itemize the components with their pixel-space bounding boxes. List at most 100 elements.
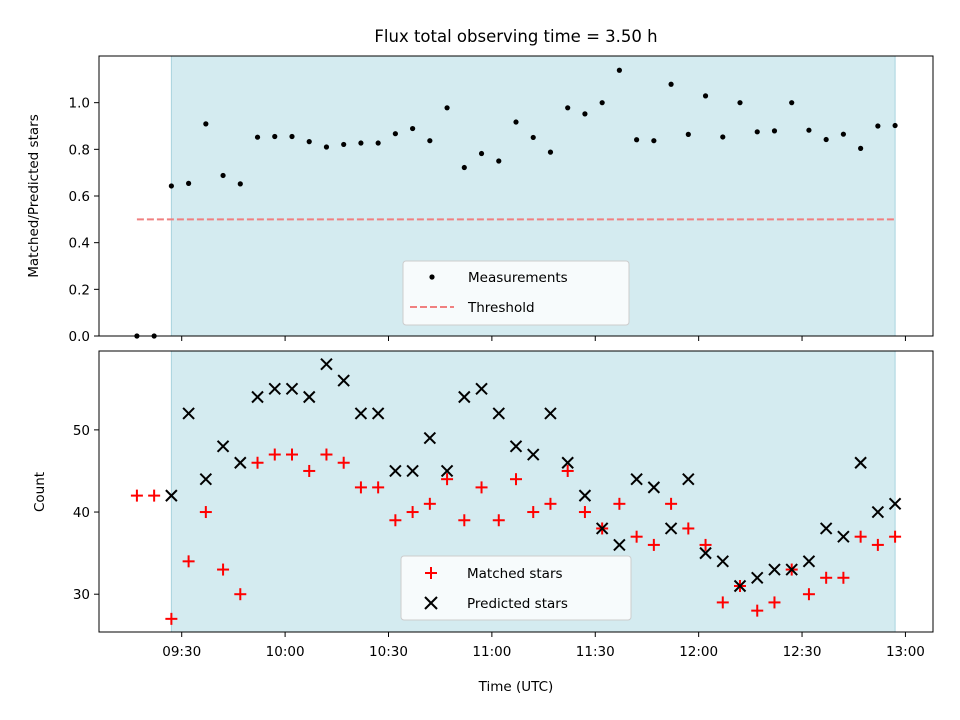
measurement-point	[254, 134, 261, 140]
top-chart-title: Flux total observing time = 3.50 h	[374, 27, 657, 46]
predicted-star-point	[785, 563, 798, 576]
matched-star-point	[820, 571, 833, 584]
measurement-point	[220, 172, 226, 179]
legend-predicted-stars-marker	[424, 596, 438, 610]
predicted-star-point	[216, 440, 230, 453]
predicted-star-point	[578, 489, 592, 502]
measurement-point	[410, 125, 416, 132]
measurement-point	[599, 100, 605, 106]
predicted-star-point	[630, 472, 643, 486]
matched-star-point	[630, 530, 643, 543]
predicted-star-point	[440, 464, 454, 478]
predicted-star-point	[733, 579, 747, 593]
top-y-tick-label: 0.0	[69, 329, 90, 345]
predicted-star-point	[251, 390, 264, 404]
matched-star-point	[389, 514, 402, 527]
measurement-point	[306, 139, 312, 145]
matched-star-point	[768, 596, 781, 609]
predicted-star-point	[544, 407, 557, 420]
top-legend-box	[402, 260, 630, 326]
matched-star-point	[837, 571, 850, 584]
measurement-point	[651, 138, 657, 144]
matched-star-point	[458, 514, 471, 527]
measurement-point	[806, 127, 812, 133]
matched-star-point	[441, 473, 454, 486]
matched-star-point	[234, 588, 247, 601]
top-legend: Measurements Threshold	[402, 260, 630, 326]
matched-star-point	[337, 456, 350, 469]
predicted-star-point	[475, 382, 488, 396]
bottom-plot-frame	[98, 350, 934, 633]
bottom-x-tick-label: 09:30	[162, 644, 201, 660]
predicted-star-point	[561, 456, 574, 469]
measurement-point	[323, 144, 330, 150]
matched-star-point	[320, 448, 333, 461]
predicted-star-point	[871, 505, 885, 519]
measurement-point	[754, 129, 760, 135]
top-y-tick-label: 0.6	[69, 189, 90, 205]
measurement-point	[186, 180, 192, 186]
matched-star-point	[217, 563, 230, 576]
measurement-point	[737, 100, 743, 106]
bottom-y-tick-label: 30	[73, 587, 90, 603]
top-panel: 0.0 0.2 0.4 0.6 0.8 1.0 Flux total observing …	[26, 27, 934, 345]
measurement-point	[547, 149, 554, 155]
bottom-y-tick-label: 50	[73, 423, 90, 439]
measurement-point	[478, 150, 485, 157]
predicted-star-point	[751, 571, 764, 584]
predicted-star-point	[527, 448, 540, 461]
measurement-point	[168, 183, 174, 189]
matched-star-point	[510, 473, 522, 486]
legend-matched-stars-marker	[425, 567, 437, 579]
predicted-star-point	[837, 530, 850, 543]
legend-matched-stars-label: Matched stars	[467, 566, 563, 582]
matched-star-point	[303, 464, 316, 477]
measurement-point	[444, 105, 450, 111]
measurement-point	[789, 100, 795, 106]
measurement-point	[427, 138, 433, 144]
predicted-star-point	[854, 456, 867, 469]
matched-star-point	[423, 497, 436, 510]
measurement-point	[720, 134, 726, 140]
bottom-y-axis-label: Count	[32, 472, 48, 512]
top-y-axis-label: Matched/Predicted stars	[26, 114, 42, 277]
predicted-star-point	[303, 390, 316, 404]
bottom-x-tick-label: 10:00	[266, 644, 305, 660]
measurement-point	[702, 93, 709, 99]
predicted-star-point	[888, 497, 902, 511]
bottom-x-axis-label: Time (UTC)	[478, 679, 554, 695]
predicted-star-point	[371, 407, 385, 420]
measurement-point	[840, 131, 846, 137]
top-y-tick-label: 1.0	[69, 96, 90, 112]
measurement-point	[565, 105, 571, 111]
predicted-star-point	[182, 407, 195, 420]
predicted-star-point	[423, 431, 437, 445]
bottom-x-tick-label: 11:00	[472, 644, 511, 660]
legend-predicted-stars-label: Predicted stars	[467, 596, 568, 612]
matched-star-point	[699, 538, 712, 551]
bottom-legend: Matched stars Predicted stars	[400, 555, 632, 621]
bottom-x-tick-label: 13:00	[886, 644, 925, 660]
predicted-star-point	[768, 563, 781, 576]
bottom-x-tick-label: 12:30	[783, 644, 822, 660]
matched-star-point	[665, 497, 678, 510]
bottom-y-tick-label: 40	[73, 505, 90, 521]
measurement-point	[496, 158, 502, 164]
measurement-point	[289, 133, 295, 140]
top-y-tick-label: 0.8	[69, 142, 90, 158]
matched-star-point	[475, 481, 488, 494]
top-y-tick-label: 0.2	[69, 282, 90, 298]
predicted-star-point	[458, 390, 471, 404]
measurement-point	[358, 140, 364, 146]
predicted-star-point	[354, 407, 368, 420]
predicted-star-point	[199, 472, 213, 486]
measurement-point	[237, 181, 243, 187]
legend-threshold-label: Threshold	[467, 300, 535, 316]
measurement-point	[823, 136, 829, 143]
predicted-star-point	[699, 546, 712, 560]
measurement-point	[461, 164, 467, 171]
matched-star-point	[406, 506, 419, 519]
measurement-point	[668, 81, 674, 87]
matched-star-point	[854, 530, 867, 543]
